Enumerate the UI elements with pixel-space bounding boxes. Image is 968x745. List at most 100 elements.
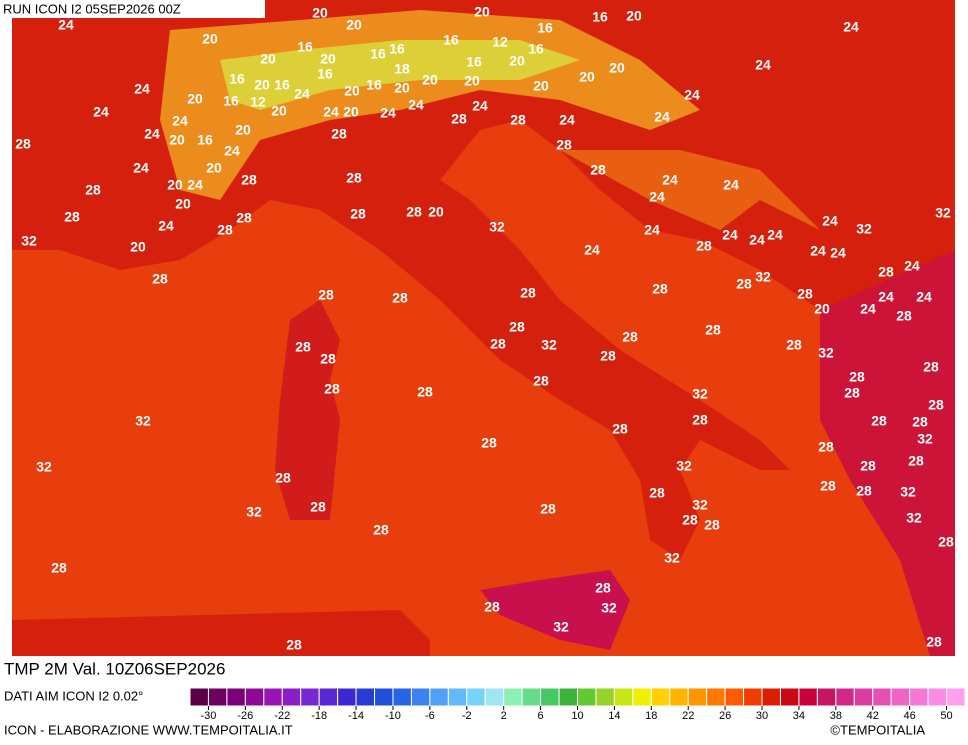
contour-label: 24 bbox=[144, 126, 160, 142]
contour-label: 32 bbox=[601, 600, 617, 616]
color-swatch bbox=[374, 687, 394, 707]
contour-label: 28 bbox=[392, 290, 408, 306]
contour-label: 20 bbox=[509, 53, 525, 69]
color-swatch bbox=[503, 687, 523, 707]
contour-label: 28 bbox=[331, 126, 347, 142]
contour-label: 32 bbox=[818, 345, 834, 361]
color-swatch bbox=[595, 687, 615, 707]
color-swatch bbox=[946, 687, 966, 707]
contour-label: 32 bbox=[21, 233, 37, 249]
contour-label: 28 bbox=[556, 137, 572, 153]
color-swatch bbox=[281, 687, 302, 707]
contour-label: 28 bbox=[540, 501, 556, 517]
contour-label: 32 bbox=[692, 386, 708, 402]
color-swatch bbox=[521, 687, 542, 707]
tick-label: 50 bbox=[940, 710, 952, 722]
contour-label: 20 bbox=[187, 91, 203, 107]
balkans bbox=[820, 250, 955, 656]
color-swatch bbox=[650, 687, 671, 707]
contour-label: 20 bbox=[320, 51, 336, 67]
tick-label: 42 bbox=[867, 710, 879, 722]
color-swatch bbox=[263, 687, 283, 707]
contour-label: 20 bbox=[260, 51, 276, 67]
contour-label: 28 bbox=[797, 286, 813, 302]
contour-label: 20 bbox=[533, 78, 549, 94]
color-swatch bbox=[540, 687, 560, 707]
source: DATI AIM ICON I2 0.02° bbox=[4, 688, 143, 703]
color-swatch bbox=[355, 687, 376, 707]
contour-label: 28 bbox=[241, 172, 257, 188]
contour-label: 24 bbox=[187, 177, 203, 193]
contour-label: 28 bbox=[622, 329, 638, 345]
contour-label: 28 bbox=[652, 281, 668, 297]
contour-label: 20 bbox=[464, 73, 480, 89]
contour-label: 20 bbox=[271, 103, 287, 119]
contour-label: 24 bbox=[472, 98, 488, 114]
contour-label: 20 bbox=[626, 8, 642, 24]
color-swatch bbox=[927, 687, 948, 707]
contour-label: 28 bbox=[310, 499, 326, 515]
contour-label: 24 bbox=[860, 301, 876, 317]
contour-label: 24 bbox=[662, 172, 678, 188]
run-title: RUN ICON I2 05SEP2026 00Z bbox=[3, 1, 181, 16]
contour-label: 20 bbox=[344, 83, 360, 99]
contour-label: 20 bbox=[394, 80, 410, 96]
contour-label: 28 bbox=[649, 485, 665, 501]
color-swatch bbox=[337, 687, 357, 707]
contour-label: 28 bbox=[926, 634, 942, 650]
color-swatch bbox=[798, 687, 818, 707]
contour-label: 28 bbox=[908, 453, 924, 469]
field-title: TMP 2M Val. 10Z06SEP2026 bbox=[4, 659, 225, 678]
contour-label: 32 bbox=[755, 269, 771, 285]
color-swatch bbox=[724, 687, 745, 707]
tick-label: 22 bbox=[682, 710, 694, 722]
field-box bbox=[0, 657, 413, 684]
contour-label: 32 bbox=[692, 497, 708, 513]
contour-label: 24 bbox=[654, 109, 670, 125]
contour-label: 24 bbox=[767, 227, 783, 243]
contour-label: 16 bbox=[223, 93, 239, 109]
contour-label: 20 bbox=[130, 239, 146, 255]
contour-label: 16 bbox=[229, 71, 245, 87]
contour-label: 28 bbox=[896, 308, 912, 324]
contour-label: 16 bbox=[370, 46, 386, 62]
africa bbox=[12, 610, 430, 656]
tick-label: 2 bbox=[501, 710, 507, 722]
contour-label: 24 bbox=[58, 17, 74, 33]
contour-label: 20 bbox=[167, 177, 183, 193]
contour-label: 28 bbox=[451, 111, 467, 127]
color-swatch bbox=[853, 687, 874, 707]
tick-label: 10 bbox=[571, 710, 583, 722]
tick-label: 30 bbox=[756, 710, 768, 722]
color-swatch bbox=[669, 687, 689, 707]
color-swatch bbox=[743, 687, 763, 707]
contour-label: 28 bbox=[820, 478, 836, 494]
contour-label: 24 bbox=[722, 227, 738, 243]
color-swatch bbox=[466, 687, 486, 707]
contour-label: 28 bbox=[318, 287, 334, 303]
contour-label: 28 bbox=[295, 339, 311, 355]
contour-label: 28 bbox=[509, 319, 525, 335]
contour-label: 20 bbox=[422, 72, 438, 88]
tick-label: -6 bbox=[425, 710, 435, 722]
color-swatch bbox=[429, 687, 449, 707]
contour-label: 32 bbox=[541, 337, 557, 353]
tick-label: -14 bbox=[348, 710, 364, 722]
color-swatch bbox=[577, 687, 597, 707]
contour-label: 24 bbox=[723, 177, 739, 193]
contour-label: 28 bbox=[612, 421, 628, 437]
contour-label: 32 bbox=[135, 413, 151, 429]
contour-label: 32 bbox=[36, 459, 52, 475]
sardinia-corsica bbox=[275, 300, 340, 520]
contour-label: 20 bbox=[312, 5, 328, 21]
contour-label: 24 bbox=[584, 242, 600, 258]
contour-label: 28 bbox=[704, 517, 720, 533]
contour-label: 24 bbox=[559, 112, 575, 128]
contour-label: 28 bbox=[320, 351, 336, 367]
contour-label: 28 bbox=[818, 439, 834, 455]
contour-label: 24 bbox=[644, 222, 660, 238]
color-swatch bbox=[226, 687, 246, 707]
contour-label: 20 bbox=[235, 122, 251, 138]
contour-label: 24 bbox=[878, 289, 894, 305]
color-swatch bbox=[835, 687, 855, 707]
